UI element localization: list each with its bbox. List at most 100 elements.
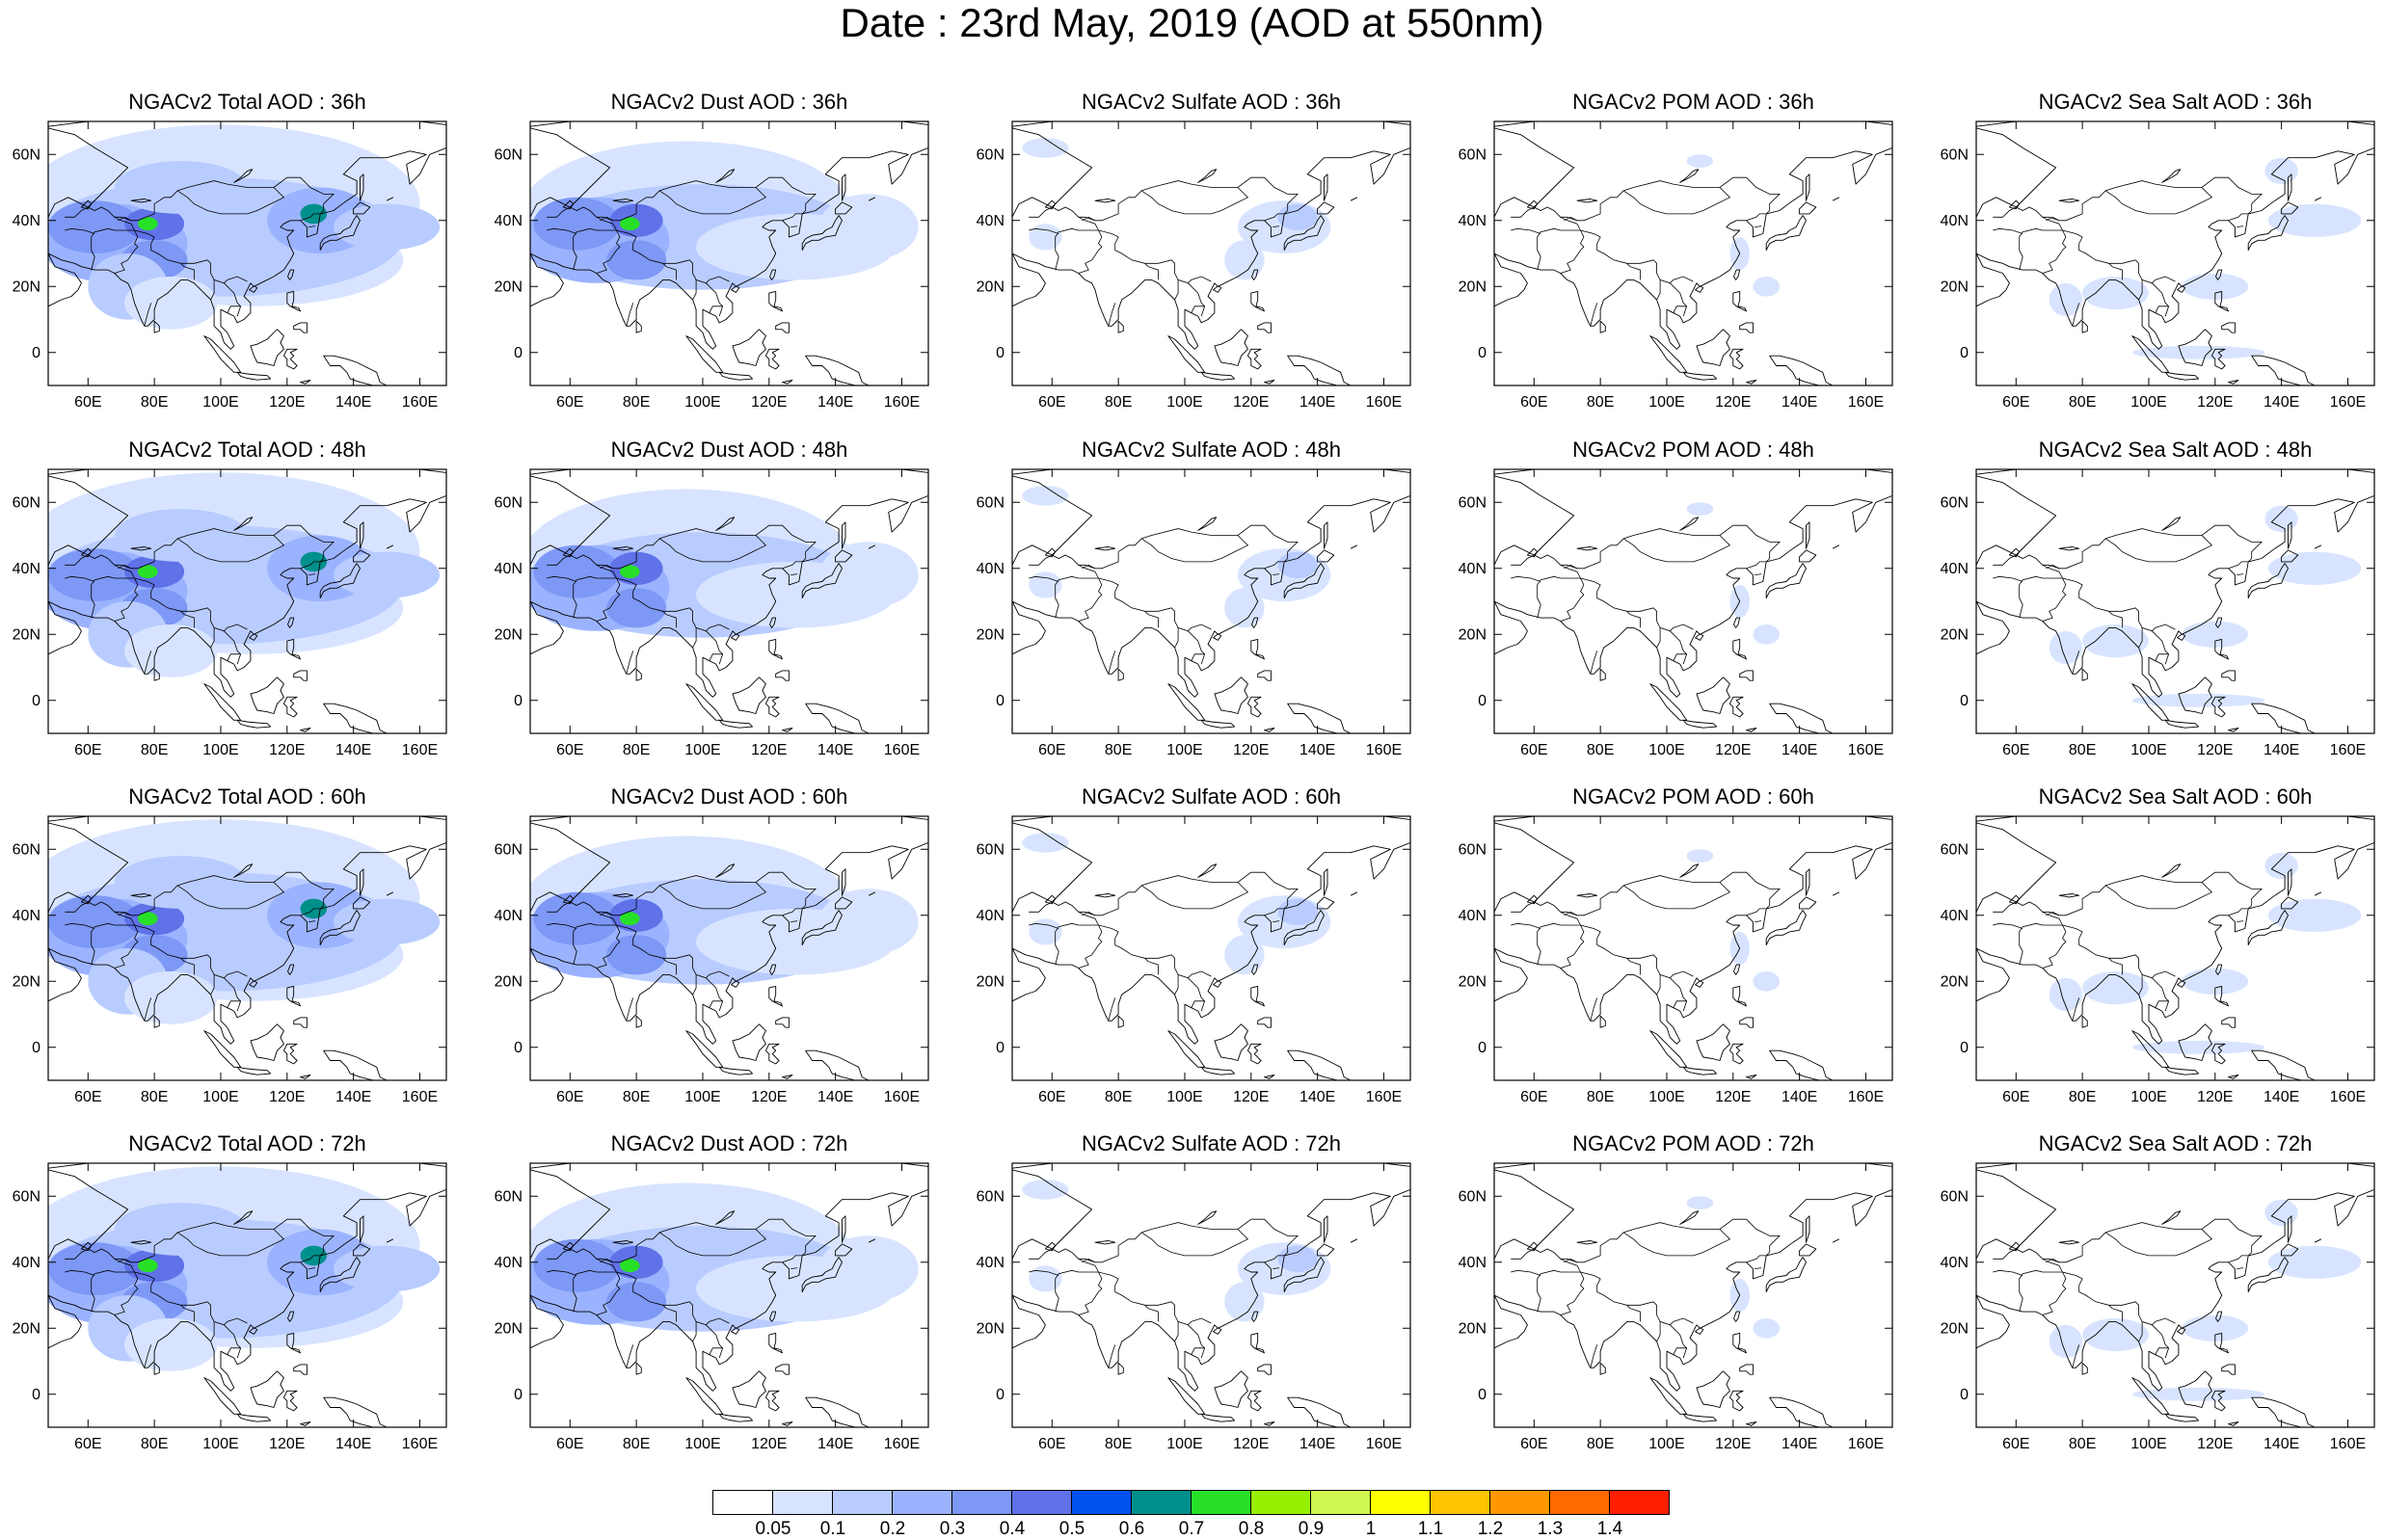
coastline [353, 549, 371, 563]
x-tick-label: 60E [1038, 394, 1065, 411]
aod-field-region [2182, 621, 2249, 648]
coastline [2215, 1311, 2223, 1322]
country-border [1272, 226, 1280, 227]
coastline [769, 269, 777, 280]
coastline [1350, 197, 1358, 201]
coastline [48, 1163, 446, 1392]
country-border [2237, 226, 2244, 227]
country-border [1537, 1269, 1581, 1313]
coastline [1733, 269, 1741, 280]
country-border [782, 213, 803, 222]
country-border [114, 216, 135, 231]
country-border [114, 1271, 139, 1315]
coastline [300, 380, 311, 385]
x-tick-label: 80E [141, 742, 168, 758]
colorbar-swatch [1071, 1490, 1132, 1515]
coastline [1682, 1066, 1718, 1075]
coastline [250, 1023, 284, 1061]
country-border [790, 226, 798, 227]
coastline [1251, 617, 1259, 628]
coastline [1012, 1163, 1410, 1392]
coastline [2177, 980, 2186, 988]
x-tick-label: 160E [402, 742, 438, 758]
coastline [2210, 1043, 2226, 1065]
country-border [1590, 997, 1598, 1022]
x-tick-label: 160E [2330, 742, 2366, 758]
y-tick-label: 40N [1459, 561, 1487, 577]
x-tick-label: 100E [2130, 742, 2166, 758]
aod-field-region [124, 277, 218, 330]
country-border [547, 1218, 817, 1263]
aod-field-region [1753, 624, 1780, 645]
coastline [769, 1311, 777, 1322]
aod-field-region [1686, 502, 1714, 516]
x-tick-label: 140E [1299, 1436, 1335, 1452]
country-border [616, 1271, 730, 1326]
country-border [573, 1269, 617, 1313]
country-border [1746, 1255, 1767, 1263]
map-frame [529, 815, 929, 1081]
country-border [227, 1000, 241, 1008]
country-border [1272, 573, 1280, 575]
country-border [790, 573, 798, 575]
coastline [1200, 1413, 1236, 1422]
y-tick-label: 0 [32, 1040, 40, 1056]
x-tick-label: 100E [2130, 1089, 2166, 1105]
country-border [2019, 1269, 2063, 1313]
country-border [547, 575, 577, 582]
country-border [1673, 1347, 1687, 1355]
x-tick-label: 140E [1781, 394, 1817, 411]
aod-field-region [818, 194, 919, 260]
y-tick-label: 60N [495, 146, 522, 163]
aod-field-region [138, 912, 158, 926]
aod-field-region [2082, 1318, 2149, 1352]
y-tick-label: 0 [32, 345, 40, 361]
y-tick-label: 60N [495, 841, 522, 858]
coastline [782, 1075, 793, 1079]
x-tick-label: 160E [1848, 742, 1884, 758]
coastline [1733, 964, 1741, 975]
country-border [1029, 871, 1299, 916]
coastline [2281, 1243, 2299, 1257]
map-frame [47, 120, 447, 386]
coastline [1117, 320, 1124, 333]
y-tick-label: 60N [977, 494, 1004, 511]
coastline [236, 371, 272, 381]
country-border [573, 227, 617, 271]
country-border [308, 573, 316, 575]
country-border [1055, 922, 1099, 966]
y-tick-label: 20N [977, 626, 1004, 643]
y-tick-label: 40N [13, 561, 40, 577]
x-tick-label: 80E [1587, 394, 1614, 411]
country-border [2042, 911, 2063, 926]
coastline [1257, 1017, 1272, 1028]
aod-field-region [1022, 486, 1069, 506]
coastline [1769, 355, 1834, 385]
country-border [1755, 573, 1762, 575]
coastline [1679, 517, 1700, 531]
aod-field-region [606, 935, 667, 975]
coastline [249, 285, 258, 293]
coastline [287, 617, 295, 628]
country-border [2155, 305, 2169, 313]
coastline [1732, 638, 1748, 660]
country-border [547, 922, 577, 929]
colorbar-swatch [1011, 1490, 1072, 1515]
coastline [1094, 893, 1116, 898]
country-border [616, 229, 730, 284]
aod-field-region [606, 588, 667, 628]
aod-map-sulfate: 60E 80E 100E 120E 140E 160E 60N 40N 20N 0 [977, 815, 1411, 1105]
coastline [2221, 322, 2236, 333]
y-tick-label: 60N [1459, 146, 1487, 163]
coastline [1283, 910, 1325, 946]
coastline [764, 348, 780, 370]
country-border [1537, 575, 1581, 619]
country-border [144, 1344, 152, 1368]
coastline [1214, 1023, 1248, 1061]
coastline [1251, 964, 1259, 975]
coastline [2131, 1030, 2170, 1068]
x-tick-label: 100E [1648, 742, 1684, 758]
aod-field-region [114, 1203, 248, 1256]
y-tick-label: 40N [495, 213, 522, 229]
coastline [1167, 683, 1206, 721]
